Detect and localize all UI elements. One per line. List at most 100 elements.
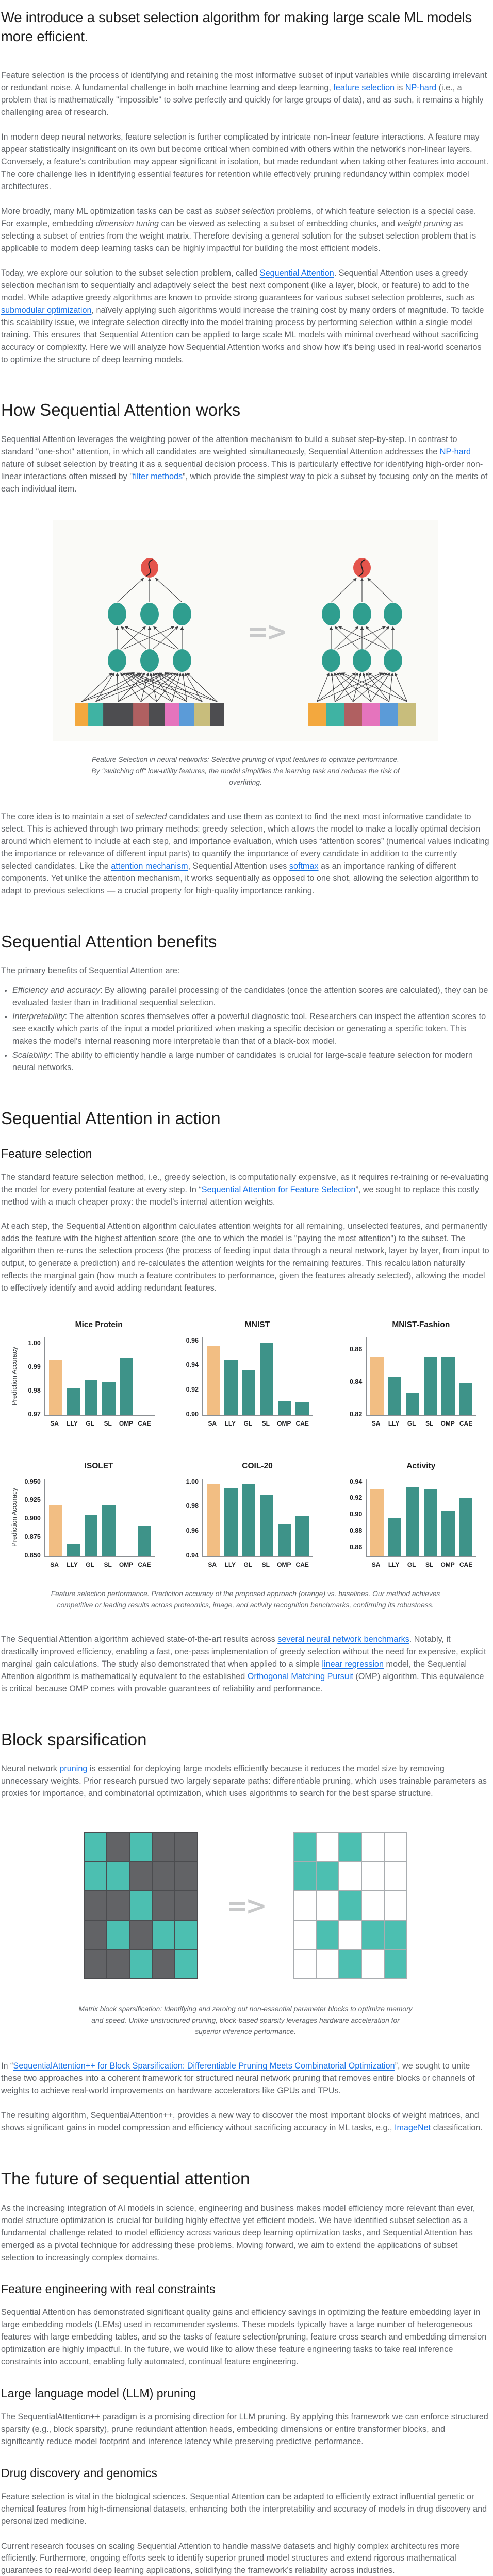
text-run: ”, which provide the simplest way to pic…: [1, 471, 488, 494]
x-tick-label: LLY: [224, 1561, 236, 1568]
text-run: Efficiency and accuracy: [12, 986, 101, 995]
matrix-cell: [384, 1920, 407, 1950]
bar-SL: [260, 1495, 273, 1556]
inline-link[interactable]: softmax: [289, 861, 319, 871]
y-tick-label: 1.00: [28, 1339, 41, 1347]
inline-link[interactable]: several neural network benchmarks: [277, 1634, 409, 1644]
x-tick-label: GL: [407, 1420, 416, 1428]
bars-row: [367, 1479, 476, 1556]
bar-OMP: [277, 1400, 291, 1415]
paragraph: At each step, the Sequential Attention a…: [1, 1221, 490, 1295]
inline-link[interactable]: submodular optimization: [1, 305, 92, 315]
y-tick-label: 0.98: [186, 1502, 199, 1510]
subsection-heading-feature-selection: Feature selection: [1, 1146, 92, 1160]
bar-LLY: [388, 1518, 402, 1556]
bar-LLY: [224, 1360, 238, 1415]
text-run: , naïvely applying such algorithms would…: [1, 305, 484, 364]
paragraph: The SequentialAttention++ paradigm is a …: [1, 2411, 490, 2448]
inline-link[interactable]: feature selection: [333, 83, 395, 93]
text-run: : The ability to efficiently handle a la…: [12, 1050, 473, 1073]
text-run: : The attention scores themselves offer …: [12, 1012, 486, 1046]
input-feature-segment: [210, 702, 225, 726]
bar-GL: [84, 1514, 98, 1556]
section-heading-future: The future of sequential attention: [1, 2169, 250, 2189]
y-tick-label: 0.96: [186, 1527, 199, 1534]
text-run: is: [395, 83, 405, 93]
text-run: is essential for deploying large models …: [1, 1764, 487, 1799]
section-heading-block-sparsification: Block sparsification: [1, 1730, 147, 1749]
hidden-node: [173, 602, 192, 625]
y-tick-label: 0.86: [349, 1345, 363, 1353]
chart-coil-20: COIL-20 1.00 0.98 0.96 0.94 SA LLY GL SL OMP CAE: [178, 1461, 313, 1570]
weight-matrix-before: [84, 1832, 198, 1979]
inline-link[interactable]: ImageNet: [394, 2123, 431, 2133]
inline-link[interactable]: Orthogonal Matching Pursuit: [247, 1671, 353, 1681]
y-tick-label: 0.90: [186, 1411, 199, 1418]
x-tick-label: SL: [261, 1561, 270, 1568]
chart-title: MNIST-Fashion: [392, 1320, 450, 1330]
y-tick-label: 0.86: [349, 1543, 363, 1551]
matrix-cell: [107, 1861, 130, 1891]
matrix-cell: [361, 1920, 384, 1950]
y-tick-label: 0.97: [28, 1411, 41, 1418]
matrix-cell: [361, 1891, 384, 1921]
hidden-node: [352, 602, 371, 625]
matrix-cell: [84, 1920, 107, 1950]
matrix-cell: [316, 1861, 339, 1891]
x-tick-label: LLY: [67, 1420, 78, 1428]
inline-link[interactable]: Sequential Attention: [259, 268, 334, 278]
bar-SL: [102, 1504, 116, 1556]
y-tick-label: 0.82: [349, 1411, 363, 1418]
text-run: The standard feature selection method, i…: [1, 1172, 489, 1194]
plot-area-wrap: SA LLY GL SL OMP CAE: [366, 1478, 476, 1570]
paragraph: Sequential Attention leverages the weigh…: [1, 434, 490, 496]
plot-area: [366, 1337, 476, 1416]
inline-link[interactable]: attention mechanism: [111, 861, 188, 871]
x-tick-label: GL: [86, 1420, 94, 1428]
inline-link[interactable]: pruning: [59, 1764, 88, 1774]
chart-body: Prediction Accuracy 1.00 0.99 0.98 0.97 SA LLY…: [9, 1337, 155, 1429]
matrix-cell: [316, 1950, 339, 1979]
hidden-node: [108, 649, 127, 672]
text-run: selected: [135, 812, 167, 822]
x-tick-label: OMP: [440, 1420, 455, 1428]
bars-row: [45, 1479, 155, 1556]
hidden-node: [352, 649, 371, 672]
inline-link[interactable]: NP-hard: [439, 447, 471, 457]
matrix-cell: [84, 1950, 107, 1979]
x-tick-label: CAE: [138, 1561, 151, 1568]
matrix-cell: [129, 1920, 153, 1950]
x-tick-label: OMP: [277, 1420, 291, 1428]
matrix-cell: [316, 1891, 339, 1921]
bar-SA: [206, 1346, 220, 1415]
text-run: Current research focuses on scaling Sequ…: [1, 2541, 460, 2575]
matrix-cell: [293, 1832, 316, 1862]
y-tick-label: 0.875: [24, 1533, 41, 1541]
chart-title: Activity: [406, 1461, 436, 1470]
text-run: At each step, the Sequential Attention a…: [1, 1222, 489, 1293]
matrix-cell: [293, 1861, 316, 1891]
inline-link[interactable]: SequentialAttention++ for Block Sparsifi…: [13, 2061, 395, 2071]
x-tick-label: SA: [371, 1561, 381, 1568]
text-run: Feature selection is the process of iden…: [1, 71, 487, 93]
input-feature-segment: [88, 702, 104, 726]
inline-link[interactable]: NP-hard: [405, 83, 437, 93]
paragraph: The standard feature selection method, i…: [1, 1172, 490, 1209]
input-feature-segment: [325, 702, 344, 726]
text-run: : By allowing parallel processing of the…: [12, 986, 488, 1008]
matrix-cell: [361, 1832, 384, 1862]
x-tick-label: SL: [425, 1561, 434, 1568]
inline-link[interactable]: linear regression: [322, 1659, 384, 1669]
list-item: Scalability: The ability to efficiently …: [12, 1049, 490, 1074]
inline-link[interactable]: filter methods: [132, 471, 183, 481]
x-tick-label: CAE: [459, 1561, 473, 1568]
bar-GL: [406, 1393, 419, 1415]
matrix-cell: [316, 1832, 339, 1862]
x-tick-label: CAE: [295, 1420, 309, 1428]
bar-SL: [423, 1357, 437, 1415]
inline-link[interactable]: Sequential Attention for Feature Selecti…: [201, 1184, 356, 1194]
text-run: The core idea is to maintain a set of: [1, 812, 136, 822]
matrix-cell: [293, 1920, 316, 1950]
subsection-heading-feature-engineering: Feature engineering with real constraint…: [1, 2282, 216, 2296]
bars-row: [203, 1337, 313, 1415]
